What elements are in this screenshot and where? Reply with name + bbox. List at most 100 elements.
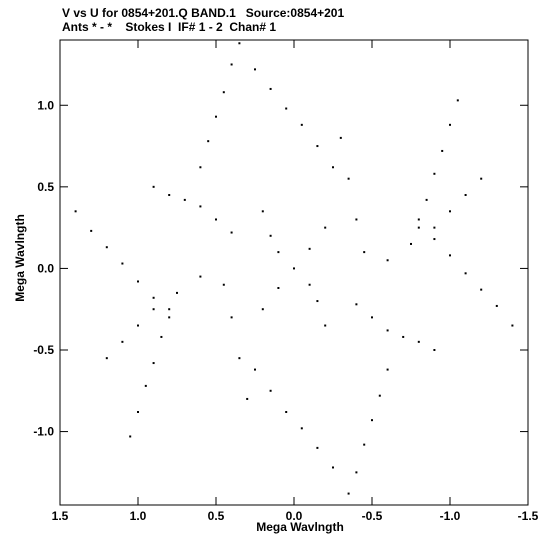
data-point [433, 349, 436, 351]
tick-labels: 1.5 1.0 0.5 0.0 -0.5 -1.0 -1.5 1.0 0.5 0.0 -0.5 -1.… [33, 98, 538, 523]
data-point [105, 357, 108, 360]
data-point [464, 272, 467, 275]
x-tick-label: 0.0 [286, 509, 303, 523]
data-point [152, 185, 155, 188]
data-point [449, 123, 451, 126]
data-point [449, 254, 451, 257]
data-point [347, 492, 350, 495]
data-point [277, 251, 280, 254]
data-point [316, 300, 319, 303]
axis-ticks [59, 40, 529, 505]
data-point [300, 427, 303, 430]
data-point [308, 247, 311, 250]
data-point [238, 357, 241, 360]
data-point [277, 287, 280, 289]
data-point [347, 177, 350, 180]
data-point [402, 335, 405, 338]
data-point [176, 291, 178, 294]
plot-frame [59, 39, 529, 506]
y-tick-label: -1.0 [33, 425, 54, 439]
data-point [152, 296, 155, 299]
x-axis-label: Mega Wavlngth [256, 520, 344, 534]
y-tick-label: 0.0 [37, 261, 54, 275]
x-tick-label: 1.0 [130, 509, 147, 523]
data-point [246, 397, 249, 400]
data-point [199, 205, 202, 208]
data-point [433, 238, 436, 241]
data-point [425, 198, 428, 201]
data-point [417, 226, 420, 229]
data-point [222, 283, 225, 286]
data-point [215, 218, 217, 221]
data-point [230, 63, 233, 66]
data-point [285, 411, 288, 413]
chart-subtitle: Ants * - * Stokes I IF# 1 - 2 Chan# 1 [62, 20, 277, 34]
data-point [254, 368, 256, 371]
data-point [464, 194, 467, 196]
data-point [168, 308, 171, 311]
data-point [433, 172, 436, 175]
data-point [433, 226, 436, 229]
y-tick-label: 1.0 [37, 98, 54, 112]
data-point [371, 316, 373, 319]
x-tick-label: -1.0 [440, 509, 461, 523]
data-point [261, 210, 264, 213]
data-point [417, 218, 420, 221]
data-point [152, 362, 155, 365]
data-point [105, 246, 108, 249]
data-point [324, 226, 327, 229]
data-point [230, 231, 233, 234]
data-points [74, 42, 514, 495]
data-point [495, 304, 498, 307]
data-point [269, 87, 272, 90]
data-point [168, 194, 171, 196]
data-point [308, 283, 311, 286]
data-point [137, 324, 139, 327]
data-point [121, 262, 124, 265]
data-point [300, 123, 303, 126]
chart-title: V vs U for 0854+201.Q BAND.1 Source:0854… [62, 6, 345, 20]
data-point [261, 308, 264, 311]
data-point [199, 166, 202, 169]
data-point [144, 384, 147, 387]
data-point [355, 303, 358, 306]
data-point [316, 446, 319, 449]
data-point [355, 471, 358, 474]
data-point [137, 411, 139, 413]
data-point [129, 435, 132, 438]
x-tick-label: -0.5 [362, 509, 383, 523]
data-point [269, 389, 272, 392]
data-point [168, 316, 171, 319]
data-point [332, 166, 334, 169]
data-point [183, 198, 186, 201]
y-tick-label: 0.5 [37, 180, 54, 194]
data-point [207, 140, 210, 143]
data-point [285, 107, 288, 110]
x-tick-label: 0.5 [208, 509, 225, 523]
data-point [441, 149, 444, 152]
data-point [480, 177, 483, 180]
data-point [222, 91, 225, 94]
data-point [152, 308, 155, 311]
data-point [339, 136, 342, 139]
data-point [324, 324, 327, 327]
data-point [363, 443, 366, 446]
data-point [160, 335, 163, 338]
data-point [90, 229, 93, 232]
data-point [480, 288, 483, 291]
data-point [215, 115, 217, 118]
y-tick-label: -0.5 [33, 343, 54, 357]
data-point [238, 42, 241, 45]
y-axis-label: Mega Wavlngth [13, 214, 27, 302]
data-point [386, 368, 389, 371]
data-point [269, 234, 272, 237]
data-point [332, 466, 334, 469]
data-point [316, 145, 319, 148]
data-point [371, 419, 373, 422]
data-point [456, 99, 459, 102]
data-point [355, 218, 358, 221]
data-point [363, 251, 366, 254]
data-point [121, 340, 124, 343]
data-point [378, 394, 381, 397]
